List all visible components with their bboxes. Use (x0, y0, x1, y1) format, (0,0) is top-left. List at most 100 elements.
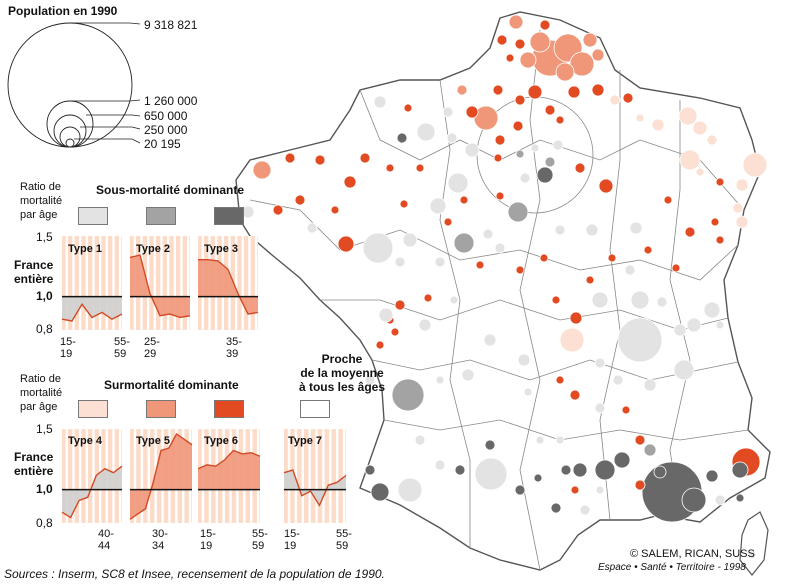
city-circle (415, 163, 425, 173)
city-circle (673, 323, 687, 337)
city-circle (544, 104, 556, 116)
type-panel-7 (283, 429, 347, 523)
city-circle (533, 473, 543, 483)
panel-stripe (167, 236, 170, 330)
proche-line2: de la moyenne (300, 366, 384, 380)
swatch-sur-light (78, 400, 108, 418)
city-circle (742, 152, 768, 178)
city-circle (519, 51, 537, 69)
panel-stripe (173, 236, 176, 330)
city-circle (390, 327, 400, 337)
city-circle (505, 53, 515, 63)
city-circle (294, 194, 306, 206)
city-circle (732, 202, 744, 214)
panel-stripe (329, 429, 332, 523)
city-circle (555, 62, 575, 82)
panel-stripe (147, 429, 150, 523)
city-circle (570, 485, 580, 495)
city-circle (378, 307, 394, 323)
panel-stripe (79, 429, 82, 523)
surmortalite-title: Surmortalité dominante (104, 378, 239, 392)
type3-label: Type 3 (204, 243, 239, 255)
city-circle (630, 290, 650, 310)
ratio-line (129, 254, 191, 319)
city-circle (429, 197, 447, 215)
city-circle (252, 160, 272, 180)
panel-stripe (180, 236, 183, 330)
panel-stripe (235, 236, 238, 330)
panel-stripe (294, 429, 298, 523)
deviation-area (198, 259, 258, 315)
city-circle (447, 172, 469, 194)
city-circle (435, 375, 445, 385)
city-circle (527, 84, 543, 100)
city-circle (414, 434, 426, 446)
panel-stripe (79, 236, 82, 330)
city-circle (475, 260, 485, 270)
ratio-label-line3: par âge (20, 209, 58, 221)
city-circle (579, 504, 591, 516)
city-circle (643, 378, 657, 392)
city-circle (453, 232, 475, 254)
ratio-label-line1: Ratio de (20, 181, 61, 193)
panel-stripe (92, 429, 95, 523)
city-circle (612, 374, 624, 386)
city-circle (416, 122, 436, 142)
france-bottom-line2: entière (14, 464, 54, 478)
city-circle (529, 31, 551, 53)
panel-stripe (105, 236, 108, 330)
panel-stripe (308, 429, 311, 523)
city-circle (442, 106, 454, 118)
city-circle (585, 275, 595, 285)
city-circle (370, 482, 390, 502)
panel-stripe (140, 429, 144, 523)
city-circle (629, 221, 643, 235)
publication-text: Espace • Santé • Territoire - 1998 (598, 562, 746, 573)
city-circle (514, 38, 526, 50)
city-circle (653, 465, 667, 479)
city-circle (643, 245, 653, 255)
panel-stripe (160, 236, 163, 330)
panel-stripe (147, 236, 150, 330)
city-circle (715, 320, 725, 330)
city-circle (679, 149, 701, 171)
city-circle (539, 253, 549, 263)
city-circle (284, 152, 296, 164)
city-circle (483, 333, 497, 347)
france-entiere-top: France entière (14, 258, 53, 286)
city-circle (569, 389, 581, 401)
city-circle (686, 317, 702, 333)
city-circle (598, 178, 614, 194)
sous-mortalite-title: Sous-mortalité dominante (96, 183, 245, 197)
type4-xtick-2: 44 (98, 540, 111, 552)
type7-xtick-4: 59 (336, 540, 349, 552)
city-circle (569, 311, 583, 325)
city-circle (634, 434, 646, 446)
city-circle (515, 265, 525, 275)
city-circle (375, 340, 385, 350)
type-panel-4 (61, 429, 123, 523)
city-circle (385, 163, 395, 173)
type1-xtick-4: 59 (114, 348, 127, 360)
city-circle (585, 223, 599, 237)
type-panel-1 (61, 236, 123, 330)
city-circle (474, 457, 508, 491)
ratio-label-b-line2: mortalité (20, 387, 63, 399)
city-circle (591, 291, 609, 309)
city-circle (514, 94, 526, 106)
deviation-area (198, 450, 260, 490)
ratio-label-line2: mortalité (20, 195, 63, 207)
type3-xtick-2: 39 (226, 348, 239, 360)
city-circle (343, 175, 357, 189)
ratio-label-b-line1: Ratio de (20, 373, 61, 385)
map-outline (235, 11, 771, 576)
city-circle (634, 479, 646, 491)
city-circle (461, 368, 475, 382)
city-circle (494, 134, 506, 146)
city-circle (735, 215, 749, 229)
city-circle (397, 477, 423, 503)
city-circle (560, 464, 572, 476)
city-circle (692, 120, 708, 136)
